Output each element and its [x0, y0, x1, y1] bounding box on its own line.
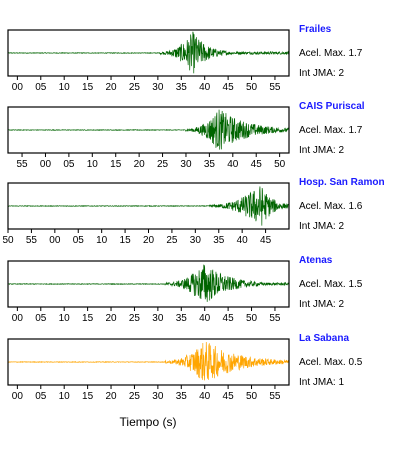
- x-tick-label: 55: [269, 82, 281, 93]
- waveform-trace: [8, 109, 289, 150]
- x-tick-label: 30: [190, 235, 202, 246]
- station-name: CAIS Puriscal: [299, 101, 365, 112]
- x-tick-label: 45: [223, 82, 235, 93]
- x-tick-label: 40: [199, 313, 211, 324]
- x-tick-label: 50: [2, 235, 14, 246]
- jma-intensity: Int JMA: 2: [299, 145, 344, 156]
- plot-frame: [7, 29, 290, 77]
- plot-frame: [7, 106, 290, 154]
- station-name: Hosp. San Ramon: [299, 177, 385, 188]
- x-tick-label: 40: [199, 82, 211, 93]
- x-tick-label: 25: [157, 159, 169, 170]
- x-tick-label: 45: [223, 313, 235, 324]
- x-tick-label: 10: [87, 159, 99, 170]
- x-tick-label: 45: [251, 159, 263, 170]
- x-tick-label: 55: [269, 313, 281, 324]
- x-tick-label: 25: [129, 391, 141, 402]
- waveform-trace: [8, 341, 289, 381]
- x-tick-label: 30: [152, 313, 164, 324]
- station-name: La Sabana: [299, 333, 349, 344]
- x-tick-label: 30: [152, 391, 164, 402]
- x-tick-label: 20: [105, 82, 117, 93]
- x-tick-label: 20: [134, 159, 146, 170]
- x-tick-label: 45: [223, 391, 235, 402]
- x-tick-label: 30: [180, 159, 192, 170]
- jma-intensity: Int JMA: 1: [299, 377, 344, 388]
- max-acceleration: Acel. Max. 1.6: [299, 201, 363, 212]
- x-axis-label: Tiempo (s): [120, 415, 177, 429]
- station-panel: 00 05 10 15 20 25 30 35 40 45 50 55 La Sabana Acel. M…: [7, 333, 363, 402]
- x-tick-label: 50: [246, 82, 258, 93]
- x-tick-label: 10: [59, 391, 71, 402]
- x-tick-label: 05: [35, 313, 47, 324]
- max-acceleration: Acel. Max. 1.7: [299, 48, 363, 59]
- x-tick-label: 05: [35, 391, 47, 402]
- x-tick-label: 15: [120, 235, 132, 246]
- x-tick-label: 15: [82, 313, 94, 324]
- x-tick-label: 40: [199, 391, 211, 402]
- x-tick-label: 30: [152, 82, 164, 93]
- x-tick-label: 35: [204, 159, 216, 170]
- station-panel: 00 05 10 15 20 25 30 35 40 45 50 55 Frailes Acel. Max…: [7, 24, 363, 93]
- x-tick-label: 00: [12, 391, 24, 402]
- x-tick-label: 55: [269, 391, 281, 402]
- station-panel: 00 05 10 15 20 25 30 35 40 45 50 55 Atenas Acel. Max.…: [7, 255, 363, 324]
- x-tick-label: 45: [260, 235, 272, 246]
- x-tick-label: 15: [110, 159, 122, 170]
- x-tick-label: 00: [12, 313, 24, 324]
- x-tick-label: 15: [82, 82, 94, 93]
- x-tick-label: 10: [59, 313, 71, 324]
- x-tick-label: 35: [176, 313, 188, 324]
- x-tick-label: 05: [63, 159, 75, 170]
- x-tick-label: 00: [49, 235, 61, 246]
- x-tick-label: 05: [35, 82, 47, 93]
- x-tick-label: 35: [213, 235, 225, 246]
- max-acceleration: Acel. Max. 0.5: [299, 357, 363, 368]
- station-panel: 50 55 00 05 10 15 20 25 30 35 40 45 Hosp. San Ramon A…: [2, 177, 384, 246]
- station-name: Frailes: [299, 24, 332, 35]
- waveform-trace: [8, 186, 289, 226]
- x-tick-label: 25: [129, 82, 141, 93]
- station-name: Atenas: [299, 255, 333, 266]
- plot-frame: [7, 338, 290, 386]
- x-tick-label: 20: [105, 313, 117, 324]
- x-tick-label: 20: [143, 235, 155, 246]
- max-acceleration: Acel. Max. 1.5: [299, 279, 363, 290]
- max-acceleration: Acel. Max. 1.7: [299, 125, 363, 136]
- x-tick-label: 05: [73, 235, 85, 246]
- x-tick-label: 35: [176, 82, 188, 93]
- plot-frame: [7, 260, 290, 308]
- jma-intensity: Int JMA: 2: [299, 299, 344, 310]
- x-tick-label: 00: [40, 159, 52, 170]
- x-tick-label: 25: [129, 313, 141, 324]
- x-tick-label: 20: [105, 391, 117, 402]
- x-tick-label: 35: [176, 391, 188, 402]
- waveform-trace: [8, 31, 289, 74]
- x-tick-label: 55: [26, 235, 38, 246]
- waveform-trace: [8, 264, 289, 302]
- x-tick-label: 50: [246, 313, 258, 324]
- x-tick-label: 50: [246, 391, 258, 402]
- x-tick-label: 25: [166, 235, 178, 246]
- x-tick-label: 15: [82, 391, 94, 402]
- x-tick-label: 40: [237, 235, 249, 246]
- jma-intensity: Int JMA: 2: [299, 68, 344, 79]
- jma-intensity: Int JMA: 2: [299, 221, 344, 232]
- x-tick-label: 40: [227, 159, 239, 170]
- x-tick-label: 10: [59, 82, 71, 93]
- x-tick-label: 00: [12, 82, 24, 93]
- x-tick-label: 55: [16, 159, 28, 170]
- x-tick-label: 50: [274, 159, 286, 170]
- station-panel: 55 00 05 10 15 20 25 30 35 40 45 50 CAIS Puriscal Ace…: [7, 101, 365, 170]
- x-tick-label: 10: [96, 235, 108, 246]
